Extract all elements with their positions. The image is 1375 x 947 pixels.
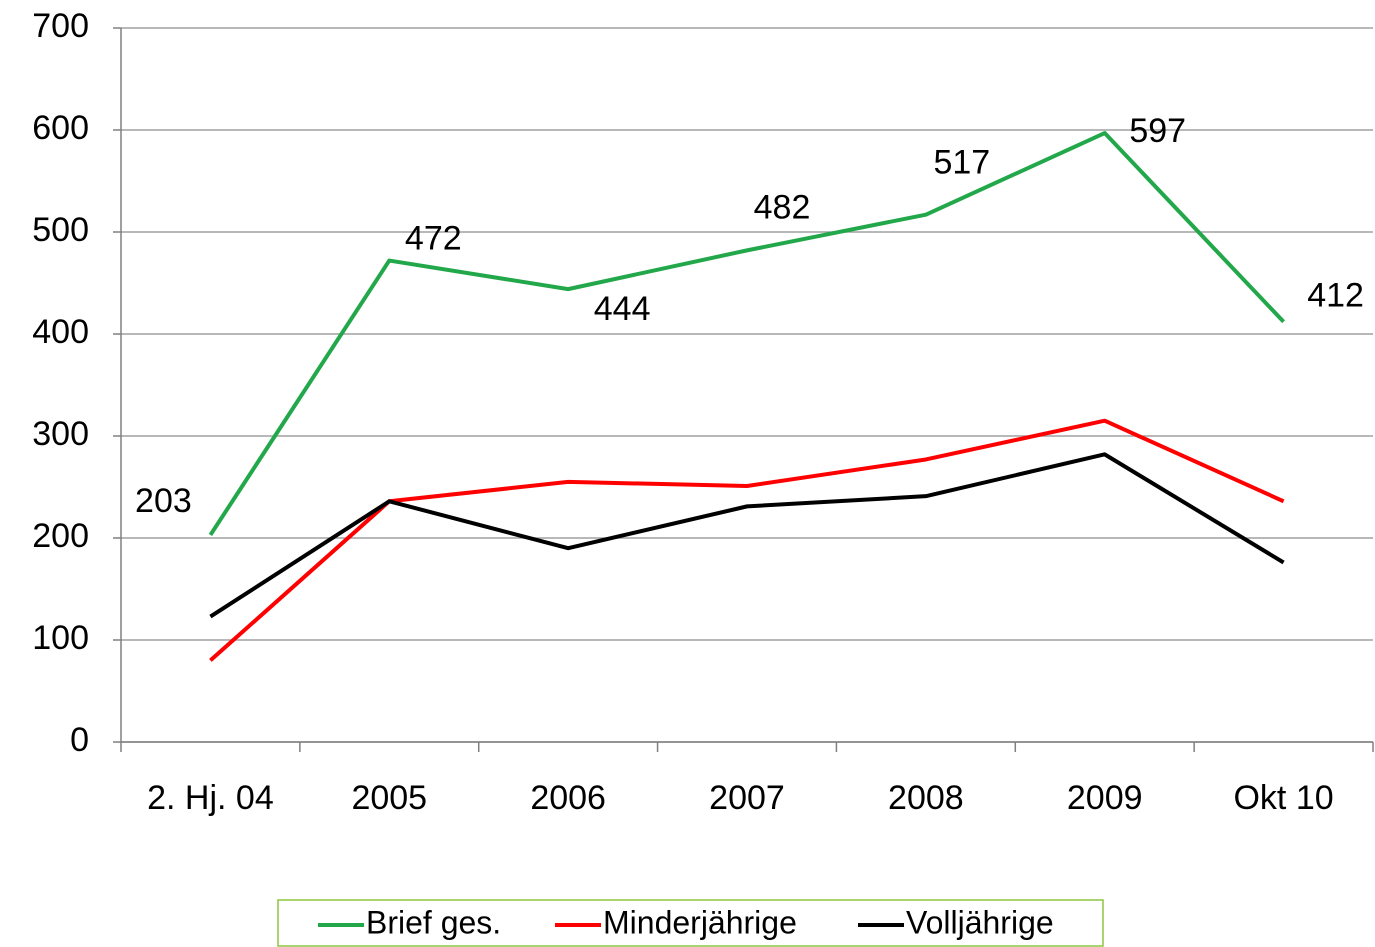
x-tick-label: 2009	[1067, 779, 1143, 817]
series-line	[209, 418, 1285, 662]
x-tick-label: 2006	[530, 779, 606, 817]
x-tick-label: 2005	[351, 779, 427, 817]
x-tick-label: 2008	[888, 779, 964, 817]
y-tick-label: 0	[70, 721, 89, 759]
y-tick-label: 500	[32, 211, 89, 249]
y-tick-label: 700	[32, 7, 89, 45]
y-tick-label: 400	[32, 313, 89, 351]
y-tick-label: 600	[32, 109, 89, 147]
data-label: 203	[135, 482, 192, 520]
y-tick-label: 300	[32, 415, 89, 453]
data-label: 472	[405, 220, 462, 258]
data-label: 412	[1307, 277, 1364, 315]
x-tick-label: 2. Hj. 04	[147, 779, 274, 817]
data-label: 444	[594, 290, 651, 328]
legend-label: Minderjährige	[603, 904, 797, 940]
y-tick-label: 200	[32, 517, 89, 555]
data-label: 482	[754, 188, 811, 226]
x-tick-label: Okt 10	[1233, 779, 1333, 817]
legend-box	[277, 899, 1104, 947]
legend-label: Volljährige	[906, 904, 1054, 940]
data-label: 597	[1129, 112, 1186, 150]
data-label: 517	[933, 144, 990, 182]
x-tick-label: 2007	[709, 779, 785, 817]
y-tick-label: 100	[32, 619, 89, 657]
series-line	[209, 452, 1285, 619]
legend-label: Brief ges.	[366, 904, 501, 940]
series-line	[208, 131, 1286, 537]
